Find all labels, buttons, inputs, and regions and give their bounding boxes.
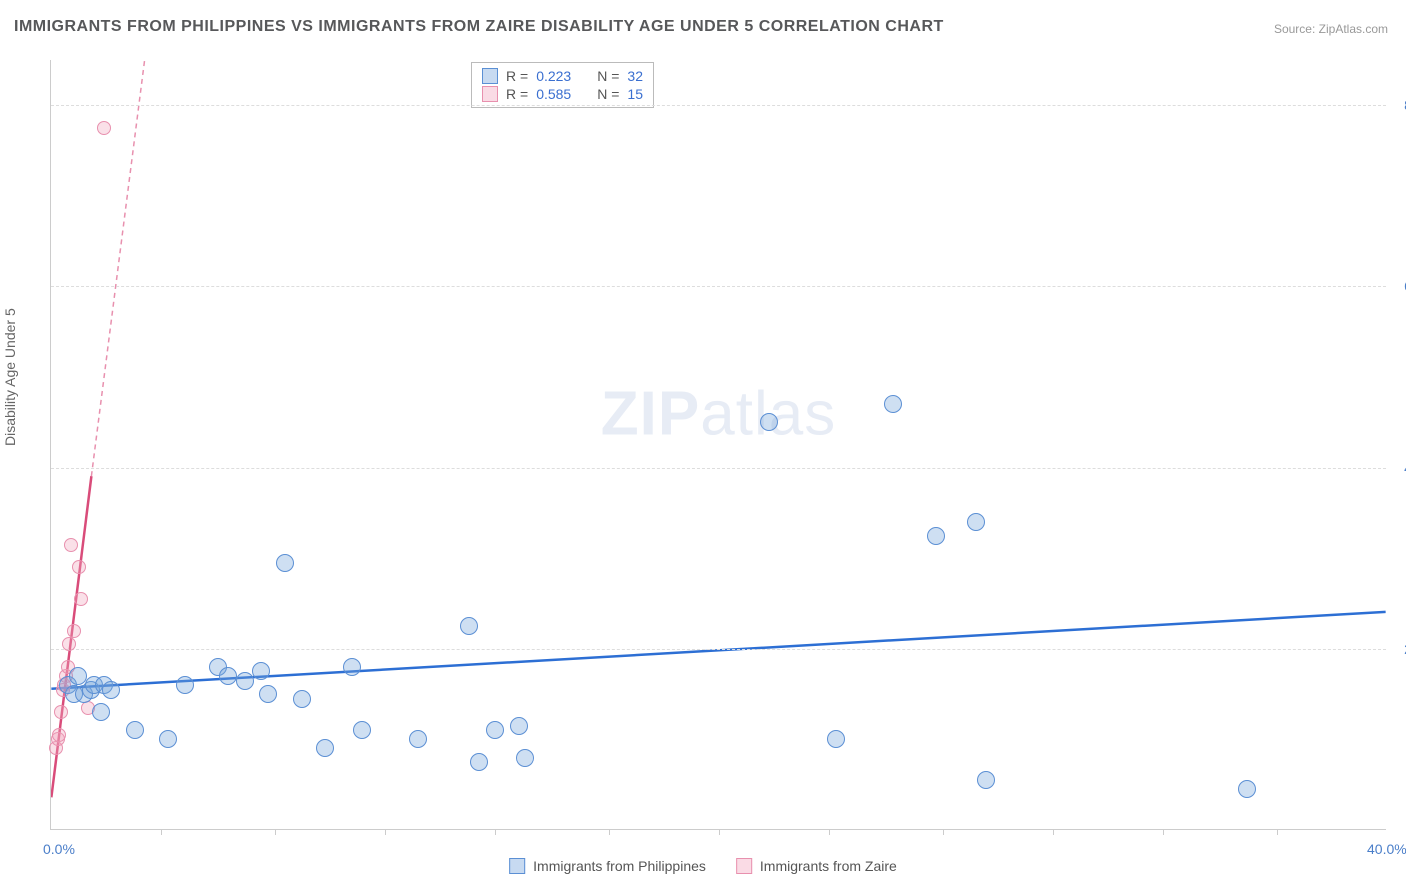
swatch-pink-icon <box>736 858 752 874</box>
y-tick-label: 4.0% <box>1391 460 1406 476</box>
source-attribution: Source: ZipAtlas.com <box>1274 22 1388 36</box>
data-point <box>102 681 120 699</box>
data-point <box>516 749 534 767</box>
data-point <box>126 721 144 739</box>
data-point <box>72 560 86 574</box>
n-label: N = <box>597 86 619 102</box>
legend-label-blue: Immigrants from Philippines <box>533 858 706 874</box>
swatch-blue-icon <box>482 68 498 84</box>
trend-lines <box>51 60 1386 829</box>
data-point <box>67 624 81 638</box>
data-point <box>159 730 177 748</box>
data-point <box>760 413 778 431</box>
data-point <box>510 717 528 735</box>
x-minor-tick <box>1277 829 1278 835</box>
x-minor-tick <box>385 829 386 835</box>
correlation-legend: R = 0.223 N = 32 R = 0.585 N = 15 <box>471 62 654 108</box>
r-label: R = <box>506 68 528 84</box>
data-point <box>276 554 294 572</box>
legend-item-pink: Immigrants from Zaire <box>736 858 897 874</box>
data-point <box>92 703 110 721</box>
data-point <box>884 395 902 413</box>
data-point <box>486 721 504 739</box>
r-label: R = <box>506 86 528 102</box>
gridline <box>51 649 1386 650</box>
legend-item-blue: Immigrants from Philippines <box>509 858 706 874</box>
y-tick-label: 6.0% <box>1391 278 1406 294</box>
x-minor-tick <box>1163 829 1164 835</box>
data-point <box>259 685 277 703</box>
x-minor-tick <box>495 829 496 835</box>
data-point <box>236 672 254 690</box>
data-point <box>967 513 985 531</box>
data-point <box>927 527 945 545</box>
data-point <box>470 753 488 771</box>
data-point <box>460 617 478 635</box>
y-axis-label: Disability Age Under 5 <box>2 308 18 446</box>
legend-label-pink: Immigrants from Zaire <box>760 858 897 874</box>
data-point <box>62 637 76 651</box>
data-point <box>1238 780 1256 798</box>
chart-title: IMMIGRANTS FROM PHILIPPINES VS IMMIGRANT… <box>14 18 944 36</box>
r-value-blue: 0.223 <box>536 68 571 84</box>
x-tick-label: 0.0% <box>43 841 75 857</box>
x-minor-tick <box>829 829 830 835</box>
y-tick-label: 2.0% <box>1391 641 1406 657</box>
data-point <box>219 667 237 685</box>
data-point <box>343 658 361 676</box>
x-minor-tick <box>943 829 944 835</box>
y-tick-label: 8.0% <box>1391 97 1406 113</box>
data-point <box>52 728 66 742</box>
x-minor-tick <box>161 829 162 835</box>
data-point <box>316 739 334 757</box>
x-minor-tick <box>275 829 276 835</box>
data-point <box>293 690 311 708</box>
gridline <box>51 286 1386 287</box>
watermark: ZIPatlas <box>601 378 836 449</box>
data-point <box>54 705 68 719</box>
data-point <box>176 676 194 694</box>
gridline <box>51 105 1386 106</box>
legend-row-blue: R = 0.223 N = 32 <box>482 67 643 85</box>
swatch-pink-icon <box>482 86 498 102</box>
x-minor-tick <box>1053 829 1054 835</box>
r-value-pink: 0.585 <box>536 86 571 102</box>
scatter-chart: ZIPatlas R = 0.223 N = 32 R = 0.585 N = … <box>50 60 1386 830</box>
x-minor-tick <box>609 829 610 835</box>
data-point <box>97 121 111 135</box>
data-point <box>252 662 270 680</box>
series-legend: Immigrants from Philippines Immigrants f… <box>509 858 897 874</box>
data-point <box>74 592 88 606</box>
gridline <box>51 468 1386 469</box>
swatch-blue-icon <box>509 858 525 874</box>
n-value-pink: 15 <box>627 86 643 102</box>
data-point <box>827 730 845 748</box>
n-label: N = <box>597 68 619 84</box>
n-value-blue: 32 <box>627 68 643 84</box>
x-tick-label: 40.0% <box>1367 841 1406 857</box>
data-point <box>64 538 78 552</box>
x-minor-tick <box>719 829 720 835</box>
data-point <box>353 721 371 739</box>
data-point <box>977 771 995 789</box>
legend-row-pink: R = 0.585 N = 15 <box>482 85 643 103</box>
data-point <box>409 730 427 748</box>
